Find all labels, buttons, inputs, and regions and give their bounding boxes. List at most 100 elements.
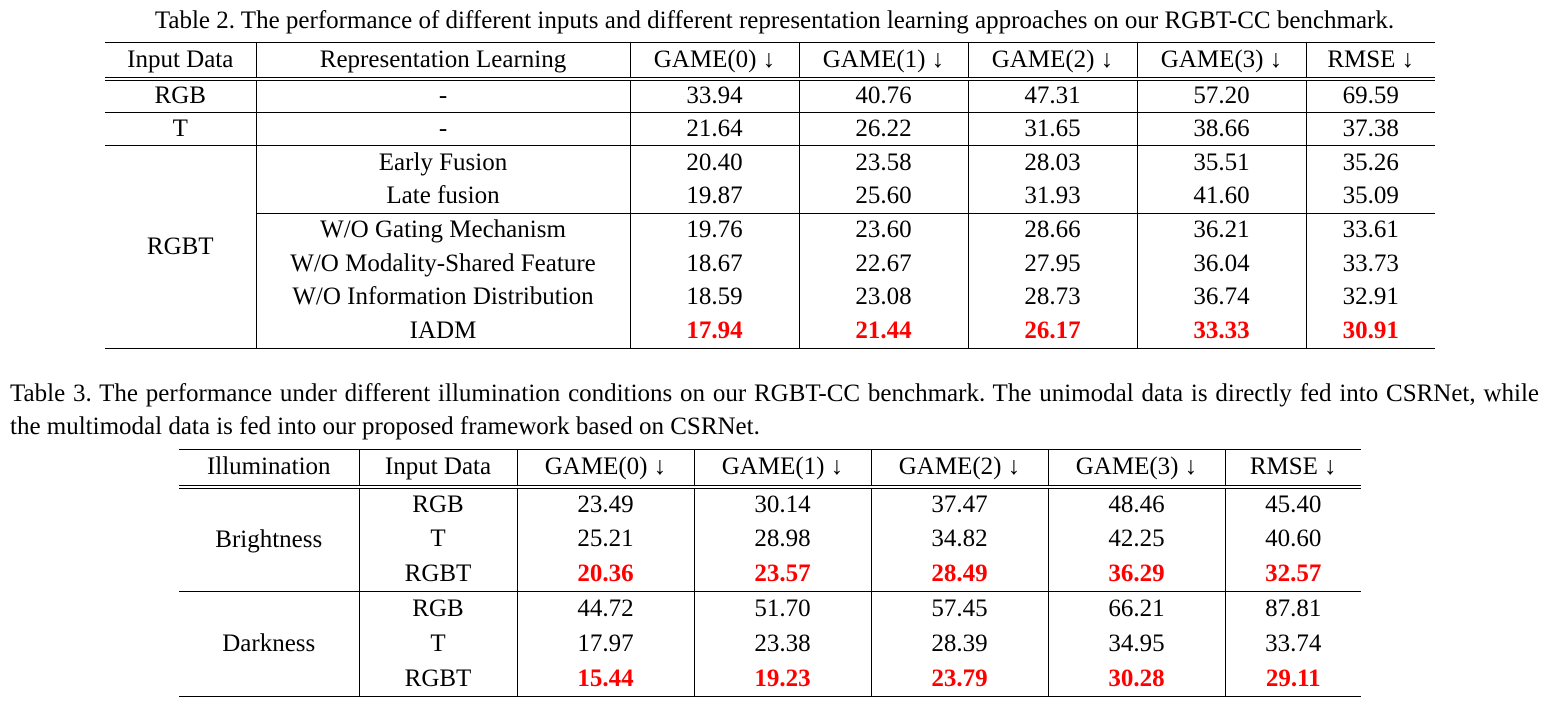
- input-data-cell: RGB: [358, 591, 517, 627]
- game3-cell: 38.66: [1136, 111, 1306, 146]
- game1-cell: 23.58: [798, 145, 968, 180]
- table2-header-game2: GAME(2) ↓: [967, 42, 1137, 81]
- table-row: T 17.97 23.38 28.39 34.95 33.74: [179, 626, 1361, 662]
- game3-cell-best: 33.33: [1136, 314, 1306, 348]
- table3-header-input-data: Input Data: [358, 449, 517, 489]
- table-row: W/O Modality-Shared Feature 18.67 22.67 …: [105, 246, 1435, 281]
- game0-cell: 25.21: [516, 521, 694, 557]
- game3-cell: 36.04: [1136, 246, 1306, 281]
- game2-cell: 31.93: [967, 179, 1137, 214]
- game2-cell-best: 23.79: [870, 661, 1048, 697]
- table-row: W/O Information Distribution 18.59 23.08…: [105, 280, 1435, 315]
- game2-cell: 37.47: [870, 486, 1048, 522]
- game2-cell-best: 28.49: [870, 556, 1048, 592]
- method-cell: W/O Information Distribution: [255, 280, 630, 315]
- game2-cell: 28.66: [967, 212, 1137, 247]
- game3-cell: 36.21: [1136, 212, 1306, 247]
- game0-cell-best: 20.36: [516, 556, 694, 592]
- table3-header-game2: GAME(2) ↓: [870, 449, 1048, 489]
- game1-cell: 25.60: [798, 179, 968, 214]
- method-cell: IADM: [255, 314, 630, 348]
- game3-cell: 34.95: [1047, 626, 1225, 662]
- table3-header-illumination: Illumination: [179, 449, 359, 489]
- input-data-cell: RGBT: [358, 661, 517, 697]
- method-cell: Early Fusion: [255, 145, 630, 180]
- game1-cell: 30.14: [693, 486, 871, 522]
- method-cell: W/O Modality-Shared Feature: [255, 246, 630, 281]
- game2-cell: 47.31: [967, 78, 1137, 113]
- table3-header-rmse: RMSE ↓: [1224, 449, 1361, 489]
- rmse-cell: 35.26: [1305, 145, 1435, 180]
- game0-cell-best: 17.94: [629, 314, 799, 348]
- game0-cell: 18.59: [629, 280, 799, 315]
- rmse-cell: 40.60: [1224, 521, 1361, 557]
- rmse-cell: 33.73: [1305, 246, 1435, 281]
- game3-cell-best: 30.28: [1047, 661, 1225, 697]
- game1-cell: 40.76: [798, 78, 968, 113]
- table-row: RGBT Early Fusion 20.40 23.58 28.03 35.5…: [105, 145, 1435, 348]
- table-row: RGB - 33.94 40.76 47.31 57.20 69.59: [105, 78, 1435, 113]
- table-row: RGBT 20.36 23.57 28.49 36.29 32.57: [179, 556, 1361, 592]
- game0-cell: 21.64: [629, 111, 799, 146]
- table-row: Brightness RGB 23.49 30.14 37.47 48.46 4…: [179, 486, 1361, 553]
- game1-cell-best: 19.23: [693, 661, 871, 697]
- rmse-cell: 32.91: [1305, 280, 1435, 315]
- rmse-cell: 33.74: [1224, 626, 1361, 662]
- game2-cell: 34.82: [870, 521, 1048, 557]
- input-data-cell: T: [358, 626, 517, 662]
- input-data-cell: RGBT: [105, 145, 256, 348]
- game0-cell: 20.40: [629, 145, 799, 180]
- game0-cell: 18.67: [629, 246, 799, 281]
- input-data-cell: RGB: [358, 486, 517, 522]
- illumination-cell: Brightness: [215, 525, 323, 553]
- game3-cell: 48.46: [1047, 486, 1225, 522]
- input-data-cell: RGB: [154, 82, 206, 110]
- table-row: RGBT 15.44 19.23 23.79 30.28 29.11: [179, 661, 1361, 697]
- table-row: IADM 17.94 21.44 26.17 33.33 30.91: [105, 314, 1435, 348]
- table2-header-rmse: RMSE ↓: [1305, 42, 1435, 81]
- game2-cell: 57.45: [870, 591, 1048, 627]
- game2-cell: 28.03: [967, 145, 1137, 180]
- input-data-cell: T: [105, 111, 256, 146]
- rmse-cell: 35.09: [1305, 179, 1435, 214]
- game1-cell: 51.70: [693, 591, 871, 627]
- rmse-cell: 87.81: [1224, 591, 1361, 627]
- table-row: T 25.21 28.98 34.82 42.25 40.60: [179, 521, 1361, 557]
- table2-header-representation-learning: Representation Learning: [255, 42, 630, 81]
- game3-cell-best: 36.29: [1047, 556, 1225, 592]
- game2-cell: 28.39: [870, 626, 1048, 662]
- game3-cell: 35.51: [1136, 145, 1306, 180]
- table-row: Darkness RGB 44.72 51.70 57.45 66.21 87.…: [179, 591, 1361, 697]
- table-row: T - 21.64 26.22 31.65 38.66 37.38: [105, 111, 1435, 146]
- game1-cell-best: 23.57: [693, 556, 871, 592]
- method-cell: Late fusion: [255, 179, 630, 214]
- method-cell: -: [255, 111, 630, 146]
- rmse-cell-best: 32.57: [1224, 556, 1361, 592]
- table3-header-row: Illumination Input Data GAME(0) ↓ GAME(1…: [179, 449, 1361, 489]
- table2-header-game3: GAME(3) ↓: [1136, 42, 1306, 81]
- game3-cell: 41.60: [1136, 179, 1306, 214]
- game1-cell-best: 21.44: [798, 314, 968, 348]
- game1-cell: 28.98: [693, 521, 871, 557]
- table2-header-input-data: Input Data: [105, 42, 256, 81]
- table3-header-game3: GAME(3) ↓: [1047, 449, 1225, 489]
- method-cell: W/O Gating Mechanism: [255, 212, 630, 247]
- game0-cell: 33.94: [629, 78, 799, 113]
- table2-caption: Table 2. The performance of different in…: [154, 7, 1395, 34]
- rmse-cell: 45.40: [1224, 486, 1361, 522]
- method-cell: -: [255, 78, 630, 113]
- illumination-cell: Darkness: [179, 591, 359, 697]
- table3-header-game0: GAME(0) ↓: [516, 449, 694, 489]
- table3-header-game1: GAME(1) ↓: [693, 449, 871, 489]
- game1-cell: 23.38: [693, 626, 871, 662]
- game2-cell-best: 26.17: [967, 314, 1137, 348]
- table2-header-row: Input Data Representation Learning GAME(…: [105, 42, 1435, 81]
- rmse-cell: 33.61: [1305, 212, 1435, 247]
- game2-cell: 31.65: [967, 111, 1137, 146]
- table-row: Late fusion 19.87 25.60 31.93 41.60 35.0…: [105, 179, 1435, 214]
- game3-cell: 57.20: [1136, 78, 1306, 113]
- game0-cell-best: 15.44: [516, 661, 694, 697]
- input-data-cell: RGBT: [358, 556, 517, 592]
- game0-cell: 19.87: [629, 179, 799, 214]
- rmse-cell-best: 30.91: [1305, 314, 1435, 348]
